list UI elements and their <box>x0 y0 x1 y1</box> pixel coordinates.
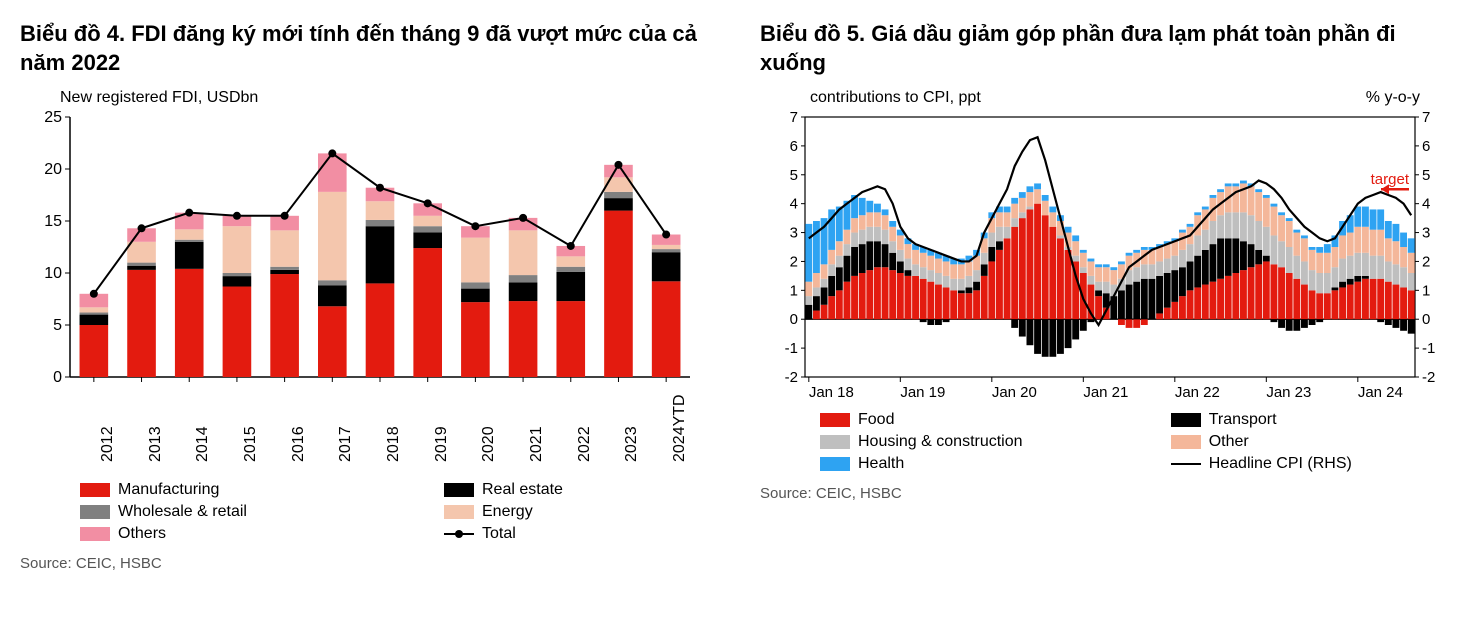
chart4-xlabel: 2023 <box>623 427 641 463</box>
legend-label: Wholesale & retail <box>118 503 247 521</box>
svg-text:6: 6 <box>1422 138 1430 155</box>
svg-text:6: 6 <box>790 138 798 155</box>
chart5-plot: -2 -2 -1 -1 0 0 1 1 2 2 3 3 4 4 5 5 6 6 7 7 Jan 18 Jan 19 Jan … <box>760 107 1460 407</box>
chart4-xlabel: 2020 <box>480 427 498 463</box>
legend-swatch <box>1171 435 1201 449</box>
chart5-source: Source: CEIC, HSBC <box>760 485 1460 502</box>
legend-swatch <box>80 527 110 541</box>
legend-label: Others <box>118 525 166 543</box>
svg-text:Jan 22: Jan 22 <box>1175 384 1220 401</box>
chart4-legend-item: Others <box>80 525 404 543</box>
svg-text:Jan 23: Jan 23 <box>1266 384 1311 401</box>
chart4-xlabel: 2015 <box>242 427 260 463</box>
chart5-legend-item: Transport <box>1171 411 1460 429</box>
svg-text:7: 7 <box>790 109 798 126</box>
legend-label: Food <box>858 411 894 429</box>
svg-text:10: 10 <box>44 265 62 282</box>
chart5-legend-item: Housing & construction <box>820 433 1131 451</box>
chart5-title: Biểu đồ 5. Giá dầu giảm góp phần đưa lạm… <box>760 20 1460 77</box>
legend-swatch <box>444 505 474 519</box>
svg-text:20: 20 <box>44 161 62 178</box>
svg-text:0: 0 <box>53 369 62 386</box>
svg-text:-1: -1 <box>1422 340 1435 357</box>
chart4-title: Biểu đồ 4. FDI đăng ký mới tính đến thán… <box>20 20 720 77</box>
chart5-target-label: target <box>1371 171 1409 188</box>
chart5-legend: Food Transport Housing & construction Other… <box>820 411 1460 473</box>
chart4-xlabel: 2014 <box>194 427 212 463</box>
chart4-legend: Manufacturing Real estate Wholesale & reta… <box>80 481 720 543</box>
svg-text:Jan 20: Jan 20 <box>992 384 1037 401</box>
chart4-plot: 0 5 10 15 20 25 <box>20 107 700 387</box>
svg-text:-2: -2 <box>785 369 798 386</box>
chart4-source: Source: CEIC, HSBC <box>20 555 720 572</box>
legend-label: Other <box>1209 433 1249 451</box>
chart5-subtitle-right: % y-o-y <box>1366 89 1420 107</box>
legend-label: Transport <box>1209 411 1277 429</box>
chart5-legend-item: Other <box>1171 433 1460 451</box>
svg-text:Jan 18: Jan 18 <box>809 384 854 401</box>
chart5-legend-item: Headline CPI (RHS) <box>1171 455 1460 473</box>
svg-text:25: 25 <box>44 109 62 126</box>
chart4-xlabel: 2013 <box>147 427 165 463</box>
svg-text:3: 3 <box>790 225 798 242</box>
chart4-legend-item: Real estate <box>444 481 720 499</box>
chart4-xlabel: 2024YTD <box>671 395 689 463</box>
legend-swatch <box>80 505 110 519</box>
svg-text:3: 3 <box>1422 225 1430 242</box>
chart4-legend-item: Energy <box>444 503 720 521</box>
chart4-xlabel: 2017 <box>337 427 355 463</box>
chart4-xlabel: 2022 <box>576 427 594 463</box>
legend-label: Real estate <box>482 481 563 499</box>
svg-text:2: 2 <box>1422 254 1430 271</box>
legend-swatch <box>820 435 850 449</box>
svg-text:-1: -1 <box>785 340 798 357</box>
chart5-subtitle-left: contributions to CPI, ppt <box>810 89 981 107</box>
chart4-subtitle: New registered FDI, USDbn <box>60 89 720 107</box>
chart5-panel: Biểu đồ 5. Giá dầu giảm góp phần đưa lạm… <box>760 20 1460 572</box>
svg-text:-2: -2 <box>1422 369 1435 386</box>
svg-text:0: 0 <box>790 311 798 328</box>
svg-text:1: 1 <box>790 283 798 300</box>
svg-text:5: 5 <box>790 167 798 184</box>
svg-text:Jan 24: Jan 24 <box>1358 384 1403 401</box>
legend-swatch <box>1171 413 1201 427</box>
chart5-legend-item: Health <box>820 455 1131 473</box>
legend-label: Housing & construction <box>858 433 1023 451</box>
svg-text:4: 4 <box>1422 196 1430 213</box>
chart4-panel: Biểu đồ 4. FDI đăng ký mới tính đến thán… <box>20 20 720 572</box>
svg-text:15: 15 <box>44 213 62 230</box>
legend-label: Health <box>858 455 904 473</box>
svg-text:5: 5 <box>53 317 62 334</box>
chart4-legend-item: Manufacturing <box>80 481 404 499</box>
svg-text:Jan 21: Jan 21 <box>1083 384 1128 401</box>
legend-label: Headline CPI (RHS) <box>1209 455 1352 473</box>
legend-label: Total <box>482 525 516 543</box>
legend-swatch <box>1171 463 1201 465</box>
svg-text:2: 2 <box>790 254 798 271</box>
svg-text:5: 5 <box>1422 167 1430 184</box>
legend-label: Manufacturing <box>118 481 219 499</box>
chart4-xlabel: 2012 <box>99 427 117 463</box>
chart4-legend-item: Total <box>444 525 720 543</box>
chart4-xlabel: 2016 <box>290 427 308 463</box>
legend-swatch <box>444 483 474 497</box>
chart4-xlabel: 2019 <box>433 427 451 463</box>
legend-label: Energy <box>482 503 533 521</box>
legend-swatch <box>444 533 474 535</box>
svg-text:4: 4 <box>790 196 798 213</box>
legend-swatch <box>820 457 850 471</box>
chart4-legend-item: Wholesale & retail <box>80 503 404 521</box>
chart4-xlabel: 2018 <box>385 427 403 463</box>
chart4-xlabel: 2021 <box>528 427 546 463</box>
chart5-legend-item: Food <box>820 411 1131 429</box>
svg-text:7: 7 <box>1422 109 1430 126</box>
chart4-xlabels: 2012 2013 2014 2015 2016 2017 2018 2019 2020 2021… <box>20 387 720 477</box>
legend-swatch <box>80 483 110 497</box>
svg-text:1: 1 <box>1422 283 1430 300</box>
legend-swatch <box>820 413 850 427</box>
chart5-subtitles: contributions to CPI, ppt % y-o-y <box>810 89 1420 107</box>
svg-text:Jan 19: Jan 19 <box>900 384 945 401</box>
svg-text:0: 0 <box>1422 311 1430 328</box>
